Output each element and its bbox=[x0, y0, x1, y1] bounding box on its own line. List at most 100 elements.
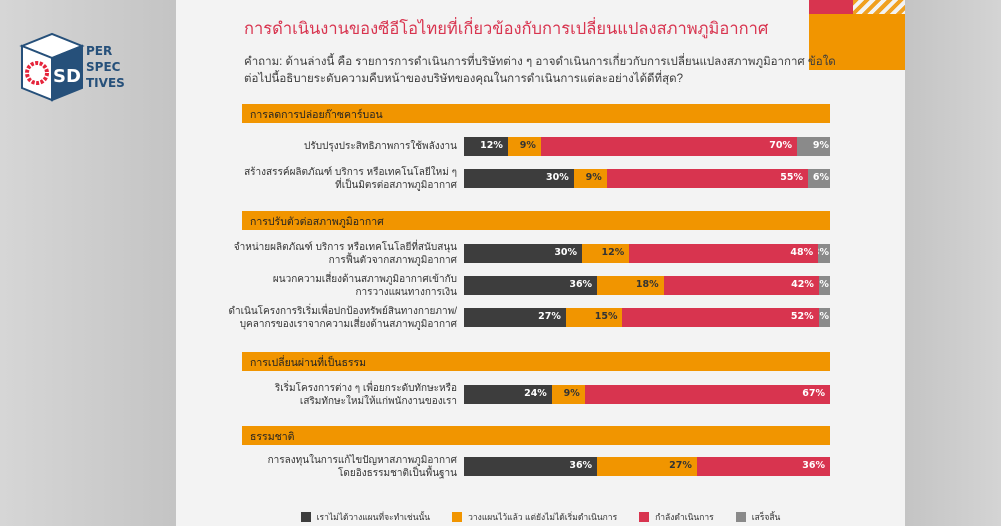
segment-value-label: 27% bbox=[538, 311, 561, 322]
row-label-line: การวางแผนทางการเงิน bbox=[355, 286, 457, 298]
segment-value-label: 27% bbox=[669, 460, 692, 471]
bar-segment: 3% bbox=[818, 308, 830, 327]
row-label-line: การลงทุนในการแก้ไขปัญหาสภาพภูมิอากาศ bbox=[267, 454, 457, 466]
category-label: การเปลี่ยนผ่านที่เป็นธรรม bbox=[250, 357, 367, 369]
segment-value-label: 42% bbox=[791, 279, 814, 290]
segment-value-label: 70% bbox=[769, 140, 793, 151]
segment-value-label: 30% bbox=[546, 172, 569, 183]
bar-segment: 18% bbox=[597, 276, 664, 295]
row-label-line: บุคลากรของเราจากความเสี่ยงด้านสภาพภูมิอา… bbox=[239, 318, 457, 330]
bar-segment: 12% bbox=[582, 244, 630, 263]
segment-value-label: 12% bbox=[480, 140, 503, 151]
segment-value-label: 52% bbox=[790, 311, 814, 322]
corner-decoration-red bbox=[809, 0, 853, 14]
sd-perspectives-logo: SD PER SPEC TIVES bbox=[19, 32, 125, 102]
legend-item: เราไม่ได้วางแผนที่จะทำเช่นนั้น bbox=[300, 510, 431, 524]
category-label: การลดการปล่อยก๊าซคาร์บอน bbox=[250, 109, 383, 121]
segment-value-label: 12% bbox=[601, 247, 625, 258]
row-label-line: ที่เป็นมิตรต่อสภาพภูมิอากาศ bbox=[335, 179, 457, 191]
bar-segment: 24% bbox=[464, 385, 552, 404]
legend-swatch bbox=[735, 512, 746, 522]
bar-segment: 36% bbox=[696, 457, 830, 476]
legend-label: วางแผนไว้แล้ว แต่ยังไม่ได้เริ่มดำเนินการ bbox=[468, 512, 618, 522]
corner-decoration-orange bbox=[809, 14, 905, 70]
stacked-bar: 30% 9% 55% 6% bbox=[464, 169, 830, 188]
legend-item: วางแผนไว้แล้ว แต่ยังไม่ได้เริ่มดำเนินการ bbox=[452, 510, 617, 524]
row-label: จำหน่ายผลิตภัณฑ์ บริการ หรือเทคโนโลยีที่… bbox=[227, 241, 457, 267]
segment-value-label: 55% bbox=[780, 172, 804, 183]
stacked-bar: 36% 18% 42% 3% bbox=[464, 276, 830, 295]
bar-segment: 67% bbox=[584, 385, 830, 404]
row-label: ริเริ่มโครงการต่าง ๆ เพื่อยกระดับทักษะหร… bbox=[227, 382, 457, 408]
bar-segment: 6% bbox=[808, 169, 830, 188]
bar-segment: 9% bbox=[551, 385, 585, 404]
bar-segment: 30% bbox=[464, 244, 583, 263]
legend-swatch bbox=[452, 512, 463, 522]
segment-value-label: 3% bbox=[819, 279, 829, 290]
chart-title: การดำเนินงานของซีอีโอไทยที่เกี่ยวข้องกับ… bbox=[244, 20, 769, 38]
bar-segment: 12% bbox=[464, 137, 508, 156]
bar-segment: 27% bbox=[464, 308, 566, 327]
segment-value-label: 36% bbox=[802, 460, 825, 471]
bar-segment: 27% bbox=[597, 457, 697, 476]
bar-segment: 15% bbox=[565, 308, 623, 327]
bar-segment: 9% bbox=[507, 137, 541, 156]
row-label-line: ดำเนินโครงการริเริ่มเพื่อปกป้องทรัพย์สิน… bbox=[228, 305, 457, 317]
stacked-bar: 24% 9% 67% bbox=[464, 385, 830, 404]
row-label: สร้างสรรค์ผลิตภัณฑ์ บริการ หรือเทคโนโลยี… bbox=[227, 166, 457, 192]
row-label-line: โดยอิงธรรมชาติเป็นพื้นฐาน bbox=[338, 467, 457, 479]
stacked-bar: 36% 27% 36% bbox=[464, 457, 830, 476]
row-label: ผนวกความเสี่ยงด้านสภาพภูมิอากาศเข้ากับ กา… bbox=[227, 273, 457, 299]
bar-segment: 9% bbox=[573, 169, 607, 188]
stacked-bar: 27% 15% 52% 3% bbox=[464, 308, 830, 327]
legend-item: เสร็จสิ้น bbox=[735, 510, 781, 524]
category-label: ธรรมชาติ bbox=[250, 431, 295, 443]
legend-label: เสร็จสิ้น bbox=[751, 512, 781, 522]
segment-value-label: 67% bbox=[802, 388, 825, 399]
category-header: การเปลี่ยนผ่านที่เป็นธรรม bbox=[242, 352, 830, 371]
segment-value-label: 36% bbox=[569, 460, 593, 471]
segment-value-label: 36% bbox=[569, 279, 593, 290]
legend-label: เราไม่ได้วางแผนที่จะทำเช่นนั้น bbox=[316, 512, 431, 522]
row-label-line: ริเริ่มโครงการต่าง ๆ เพื่อยกระดับทักษะหร… bbox=[274, 382, 457, 394]
category-header: ธรรมชาติ bbox=[242, 426, 830, 445]
segment-value-label: 9% bbox=[812, 140, 829, 151]
bar-segment: 3% bbox=[818, 276, 830, 295]
legend-item: กำลังดำเนินการ bbox=[639, 510, 714, 524]
row-label: การลงทุนในการแก้ไขปัญหาสภาพภูมิอากาศ โดยอ… bbox=[227, 454, 457, 480]
row-label-line: สร้างสรรค์ผลิตภัณฑ์ บริการ หรือเทคโนโลยี… bbox=[244, 166, 457, 178]
segment-value-label: 15% bbox=[594, 311, 618, 322]
category-header: การลดการปล่อยก๊าซคาร์บอน bbox=[242, 104, 830, 123]
segment-value-label: 9% bbox=[519, 140, 536, 151]
category-label: การปรับตัวต่อสภาพภูมิอากาศ bbox=[250, 216, 384, 228]
logo-word-3: TIVES bbox=[86, 76, 125, 90]
bar-segment: 52% bbox=[622, 308, 819, 327]
chart-legend: เราไม่ได้วางแผนที่จะทำเช่นนั้น วางแผนไว้แ… bbox=[176, 510, 905, 524]
segment-value-label: 48% bbox=[790, 247, 814, 258]
segment-value-label: 6% bbox=[812, 172, 829, 183]
logo-mark: SD bbox=[53, 66, 81, 87]
stacked-bar: 12% 9% 70% 9% bbox=[464, 137, 830, 156]
bar-segment: 48% bbox=[629, 244, 819, 263]
stacked-bar: 30% 12% 48% 3% bbox=[464, 244, 830, 263]
survey-question: คำถาม: ด้านล่างนี้ คือ รายการการดำเนินกา… bbox=[244, 56, 836, 85]
bar-segment: 42% bbox=[663, 276, 819, 295]
segment-value-label: 18% bbox=[635, 279, 659, 290]
row-label-line: ปรับปรุงประสิทธิภาพการใช้พลังงาน bbox=[303, 141, 457, 152]
segment-value-label: 3% bbox=[819, 311, 829, 322]
segment-value-label: 24% bbox=[524, 388, 547, 399]
bar-segment: 3% bbox=[818, 244, 830, 263]
legend-swatch bbox=[300, 512, 311, 522]
right-background bbox=[905, 0, 1001, 526]
legend-label: กำลังดำเนินการ bbox=[655, 512, 714, 522]
bar-segment: 9% bbox=[797, 137, 830, 156]
corner-decoration-stripes bbox=[853, 0, 905, 14]
logo-word-1: PER bbox=[86, 44, 112, 58]
logo-word-2: SPEC bbox=[86, 60, 121, 74]
segment-value-label: 9% bbox=[563, 388, 580, 399]
bar-segment: 36% bbox=[464, 457, 598, 476]
row-label-line: ผนวกความเสี่ยงด้านสภาพภูมิอากาศเข้ากับ bbox=[272, 273, 457, 285]
bar-segment: 55% bbox=[606, 169, 809, 188]
bar-segment: 36% bbox=[464, 276, 598, 295]
row-label: ดำเนินโครงการริเริ่มเพื่อปกป้องทรัพย์สิน… bbox=[227, 305, 457, 331]
